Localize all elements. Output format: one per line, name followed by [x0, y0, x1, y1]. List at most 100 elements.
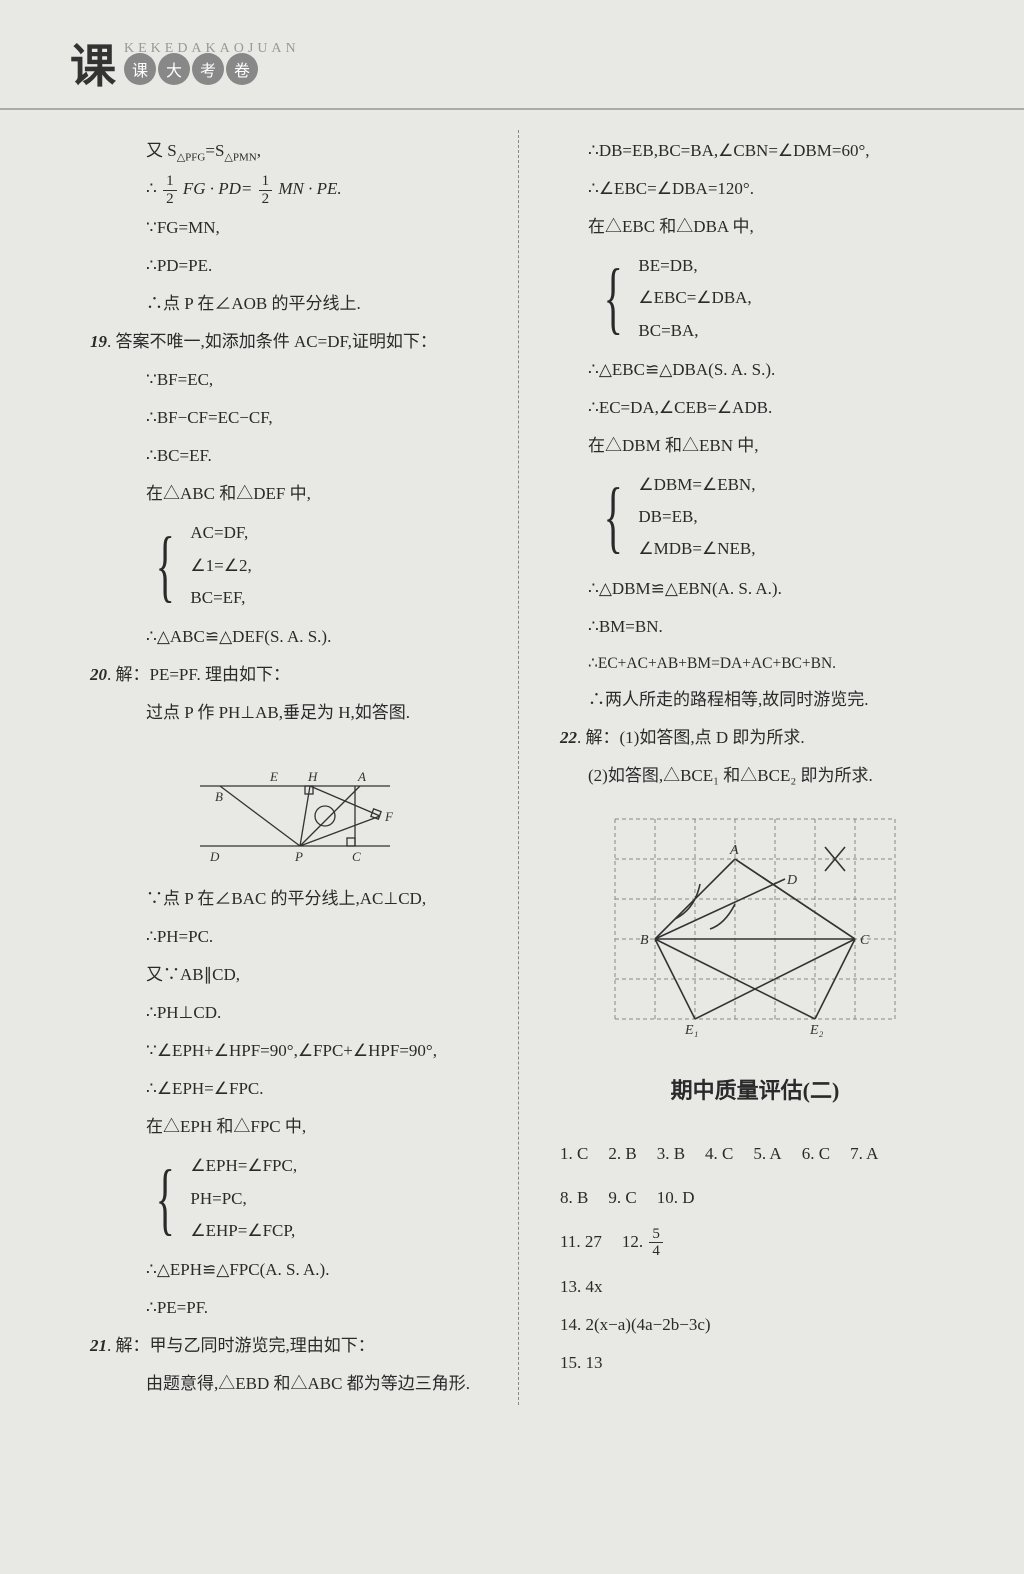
- a11: 11. 27: [560, 1225, 602, 1260]
- line-l4: ∴PD=PE.: [90, 249, 490, 283]
- header-circles: 课 大 考 卷: [124, 53, 300, 85]
- frac-half-2: 12: [259, 173, 273, 207]
- line-l16: ∵∠EPH+∠HPF=90°,∠FPC+∠HPF=90°,: [90, 1034, 490, 1068]
- line-l11: 过点 P 作 PH⊥AB,垂足为 H,如答图.: [90, 696, 490, 730]
- fig2-D: D: [786, 873, 797, 888]
- a14: 14. 2(x−a)(4a−2b−3c): [560, 1308, 950, 1342]
- fig2-E1: E₁: [684, 1023, 698, 1038]
- fig2-E2: E₂: [809, 1023, 824, 1038]
- b4a: ∠DBM=∠EBN,: [638, 469, 755, 501]
- a10: 10. D: [657, 1181, 695, 1215]
- line-l5: ∴点 P 在∠AOB 的平分线上.: [90, 287, 490, 321]
- figure-1: E H A B F D P C: [180, 746, 400, 866]
- header-divider: [0, 108, 1024, 110]
- answers-row-3: 11. 27 12. 54: [560, 1225, 950, 1260]
- line-l18: 在△EPH 和△FPC 中,: [90, 1110, 490, 1144]
- line-r11: (2)如答图,△BCE₁ 和△BCE₂ 即为所求.: [560, 759, 950, 793]
- b2a: ∠EPH=∠FPC,: [190, 1150, 297, 1182]
- a15: 15. 13: [560, 1346, 950, 1380]
- line-l21: 由题意得,△EBD 和△ABC 都为等边三角形.: [90, 1367, 490, 1401]
- a8: 8. B: [560, 1181, 588, 1215]
- a1: 1. C: [560, 1137, 588, 1171]
- right-column: ∴DB=EB,BC=BA,∠CBN=∠DBM=60°, ∴∠EBC=∠DBA=1…: [530, 130, 950, 1405]
- column-separator: [510, 130, 530, 1405]
- line-l8: ∴BC=EF.: [90, 439, 490, 473]
- q22: 22. 解：(1)如答图,点 D 即为所求.: [560, 721, 950, 755]
- line-r7: ∴△DBM≌△EBN(A. S. A.).: [560, 572, 950, 606]
- circle-1: 课: [124, 53, 156, 85]
- answers-row-2: 8. B 9. C 10. D: [560, 1181, 950, 1215]
- line-l13: ∴PH=PC.: [90, 920, 490, 954]
- line-l3: ∵FG=MN,: [90, 211, 490, 245]
- brace-3: { BE=DB, ∠EBC=∠DBA, BC=BA,: [594, 250, 950, 347]
- line-r4: ∴△EBC≌△DBA(S. A. S.).: [560, 353, 950, 387]
- frac-54: 54: [649, 1226, 663, 1260]
- content-area: 又 S△PFG=S△PMN, ∴ 12 FG · PD= 12 MN · PE.…: [90, 130, 970, 1405]
- line-r3: 在△EBC 和△DBA 中,: [560, 210, 950, 244]
- a3: 3. B: [657, 1137, 685, 1171]
- q20: 20. 解：PE=PF. 理由如下：: [90, 658, 490, 692]
- a5: 5. A: [753, 1137, 781, 1171]
- line-l14: 又∵AB∥CD,: [90, 958, 490, 992]
- line-l17: ∴∠EPH=∠FPC.: [90, 1072, 490, 1106]
- b3a: BE=DB,: [638, 250, 751, 282]
- fig2-A: A: [729, 843, 739, 858]
- line-l7: ∴BF−CF=EC−CF,: [90, 401, 490, 435]
- q21: 21. 解：甲与乙同时游览完,理由如下：: [90, 1329, 490, 1363]
- a6: 6. C: [802, 1137, 830, 1171]
- answers-row-1: 1. C 2. B 3. B 4. C 5. A 6. C 7. A: [560, 1137, 950, 1171]
- b1c: BC=EF,: [190, 582, 251, 614]
- line-l15: ∴PH⊥CD.: [90, 996, 490, 1030]
- circle-4: 卷: [226, 53, 258, 85]
- line-s-equal: 又 S△PFG=S△PMN,: [90, 134, 490, 168]
- page-header: 课 KEKEDAKAOJUAN 课 大 考 卷: [70, 30, 300, 96]
- b3b: ∠EBC=∠DBA,: [638, 282, 751, 314]
- brace-symbol: {: [604, 266, 623, 330]
- b2c: ∠EHP=∠FCP,: [190, 1215, 297, 1247]
- a9: 9. C: [608, 1181, 636, 1215]
- header-logo: 课: [70, 30, 116, 96]
- a4: 4. C: [705, 1137, 733, 1171]
- a13: 13. 4x: [560, 1270, 950, 1304]
- circle-2: 大: [158, 53, 190, 85]
- line-r6: 在△DBM 和△EBN 中,: [560, 429, 950, 463]
- b4b: DB=EB,: [638, 501, 755, 533]
- frac-half-1: 12: [163, 173, 177, 207]
- fig1-B: B: [215, 789, 223, 804]
- line-r8: ∴BM=BN.: [560, 610, 950, 644]
- b1b: ∠1=∠2,: [190, 550, 251, 582]
- line-r10: ∴两人所走的路程相等,故同时游览完.: [560, 683, 950, 717]
- brace-symbol: {: [156, 1167, 175, 1231]
- header-subtitle: KEKEDAKAOJUAN 课 大 考 卷: [124, 41, 300, 85]
- b3c: BC=BA,: [638, 315, 751, 347]
- figure-2: A D B C E₁ E₂: [605, 809, 905, 1039]
- line-r9: ∴EC+AC+AB+BM=DA+AC+BC+BN.: [560, 648, 950, 679]
- a2: 2. B: [608, 1137, 636, 1171]
- fig2-B: B: [640, 933, 649, 948]
- line-l9: 在△ABC 和△DEF 中,: [90, 477, 490, 511]
- fig1-D: D: [209, 849, 220, 864]
- b2b: PH=PC,: [190, 1183, 297, 1215]
- fig1-F: F: [384, 809, 394, 824]
- line-r2: ∴∠EBC=∠DBA=120°.: [560, 172, 950, 206]
- line-l19: ∴△EPH≌△FPC(A. S. A.).: [90, 1253, 490, 1287]
- line-l12: ∵点 P 在∠BAC 的平分线上,AC⊥CD,: [90, 882, 490, 916]
- brace-4: { ∠DBM=∠EBN, DB=EB, ∠MDB=∠NEB,: [594, 469, 950, 566]
- q19: 19. 答案不唯一,如添加条件 AC=DF,证明如下：: [90, 325, 490, 359]
- fig1-C: C: [352, 849, 361, 864]
- line-l10: ∴△ABC≌△DEF(S. A. S.).: [90, 620, 490, 654]
- line-l20: ∴PE=PF.: [90, 1291, 490, 1325]
- brace-2: { ∠EPH=∠FPC, PH=PC, ∠EHP=∠FCP,: [146, 1150, 490, 1247]
- a7: 7. A: [850, 1137, 878, 1171]
- line-half-fg: ∴ 12 FG · PD= 12 MN · PE.: [90, 172, 490, 207]
- section-title: 期中质量评估(二): [560, 1069, 950, 1113]
- fig1-A: A: [357, 769, 366, 784]
- b4c: ∠MDB=∠NEB,: [638, 533, 755, 565]
- line-r5: ∴EC=DA,∠CEB=∠ADB.: [560, 391, 950, 425]
- line-r1: ∴DB=EB,BC=BA,∠CBN=∠DBM=60°,: [560, 134, 950, 168]
- circle-3: 考: [192, 53, 224, 85]
- fig2-C: C: [860, 933, 870, 948]
- b1a: AC=DF,: [190, 517, 251, 549]
- fig1-H: H: [307, 769, 318, 784]
- line-l6: ∵BF=EC,: [90, 363, 490, 397]
